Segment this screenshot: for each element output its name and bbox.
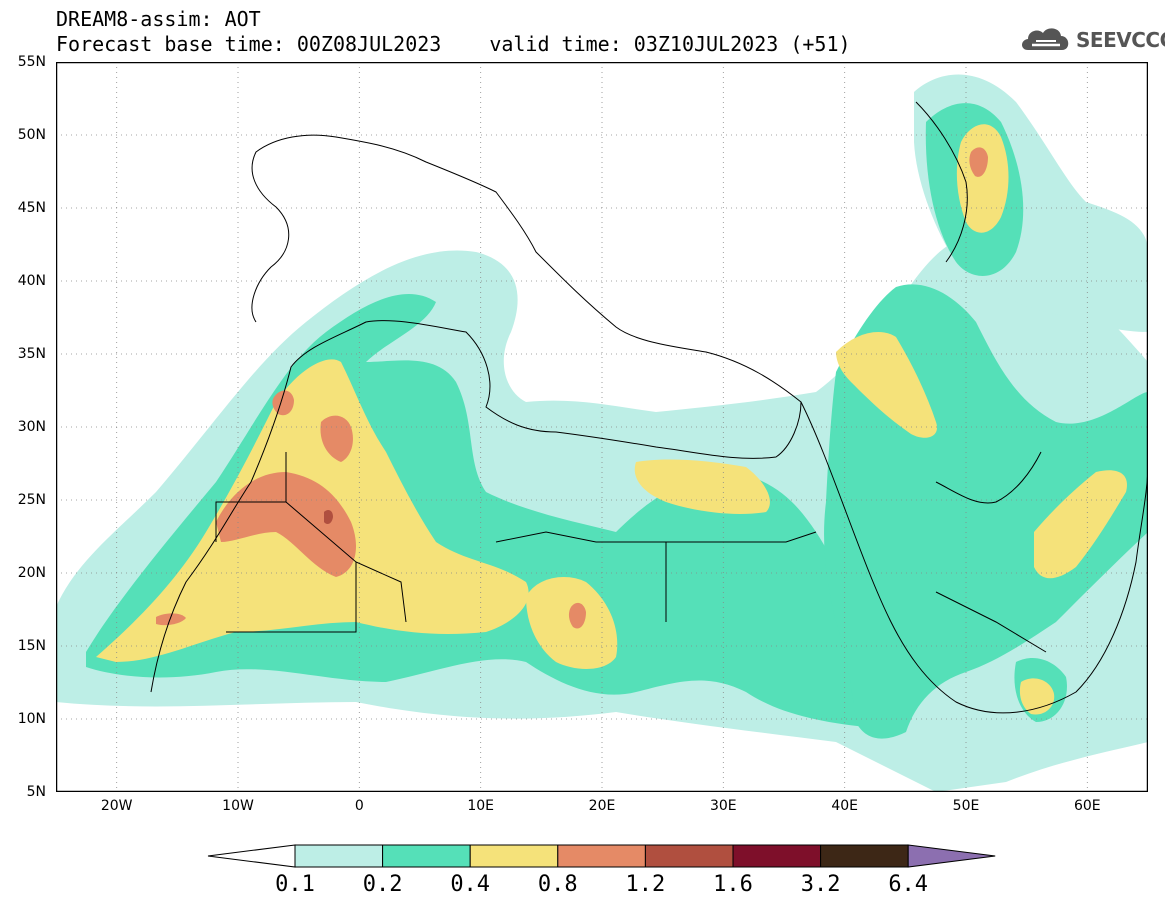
colorbar-label: 1.6	[713, 872, 753, 897]
lat-tick-label: 15N	[17, 638, 46, 654]
lon-tick-label: 30E	[709, 798, 737, 814]
colorbar-label: 0.2	[362, 872, 403, 897]
colorbar-swatch	[557, 844, 646, 868]
lat-tick-label: 45N	[17, 200, 46, 216]
colorbar-swatch	[294, 844, 384, 868]
colorbar-label: 1.2	[625, 872, 666, 897]
lat-tick-label: 40N	[17, 273, 46, 289]
lon-tick-label: 50E	[952, 798, 980, 814]
lat-tick-label: 25N	[17, 492, 46, 508]
lat-tick-label: 35N	[17, 346, 46, 362]
forecast-base-time: Forecast base time: 00Z08JUL2023	[56, 32, 442, 56]
chart-title: DREAM8-assim: AOT	[56, 7, 261, 31]
colorbar-label: 0.1	[275, 872, 315, 897]
lat-tick-label: 50N	[17, 127, 46, 143]
colorbar-swatch	[469, 844, 559, 868]
seevccc-logo: SEEVCCC	[1018, 22, 1165, 56]
aot-band-0.8	[156, 147, 988, 629]
colorbar-label: 0.8	[537, 872, 578, 897]
aot-map	[56, 62, 1148, 792]
colorbar-under-arrow	[207, 844, 296, 868]
aot-band-1.2	[324, 509, 333, 525]
colorbar-swatch	[644, 844, 734, 868]
coastlines	[150, 101, 1148, 714]
map-panel	[56, 62, 1148, 792]
lon-tick-label: 20E	[588, 798, 616, 814]
colorbar-over-arrow	[907, 844, 996, 868]
logo-text: SEEVCCC	[1076, 28, 1165, 52]
lat-tick-label: 5N	[26, 784, 46, 800]
lat-tick-label: 20N	[17, 565, 46, 581]
graticule	[56, 62, 1148, 792]
colorbar-label: 3.2	[800, 872, 841, 897]
lat-tick-label: 30N	[17, 419, 46, 435]
colorbar-swatch	[732, 844, 822, 868]
colorbar-label: 0.4	[450, 872, 491, 897]
lat-tick-label: 55N	[17, 54, 46, 70]
colorbar-label: 6.4	[888, 872, 929, 897]
chart-subtitle: Forecast base time: 00Z08JUL2023 valid ti…	[56, 33, 851, 55]
valid-time: valid time: 03Z10JUL2023 (+51)	[489, 32, 851, 56]
colorbar-swatch	[382, 844, 471, 868]
lon-tick-label: 60E	[1073, 798, 1101, 814]
lon-tick-label: 0	[354, 798, 364, 814]
lon-tick-label: 10E	[467, 798, 495, 814]
colorbar-swatch	[820, 844, 909, 868]
lon-tick-label: 10W	[222, 798, 254, 814]
lon-tick-label: 20W	[100, 798, 133, 814]
lon-tick-label: 40E	[831, 798, 859, 814]
cloud-icon	[1022, 28, 1069, 50]
lat-tick-label: 10N	[17, 711, 46, 727]
